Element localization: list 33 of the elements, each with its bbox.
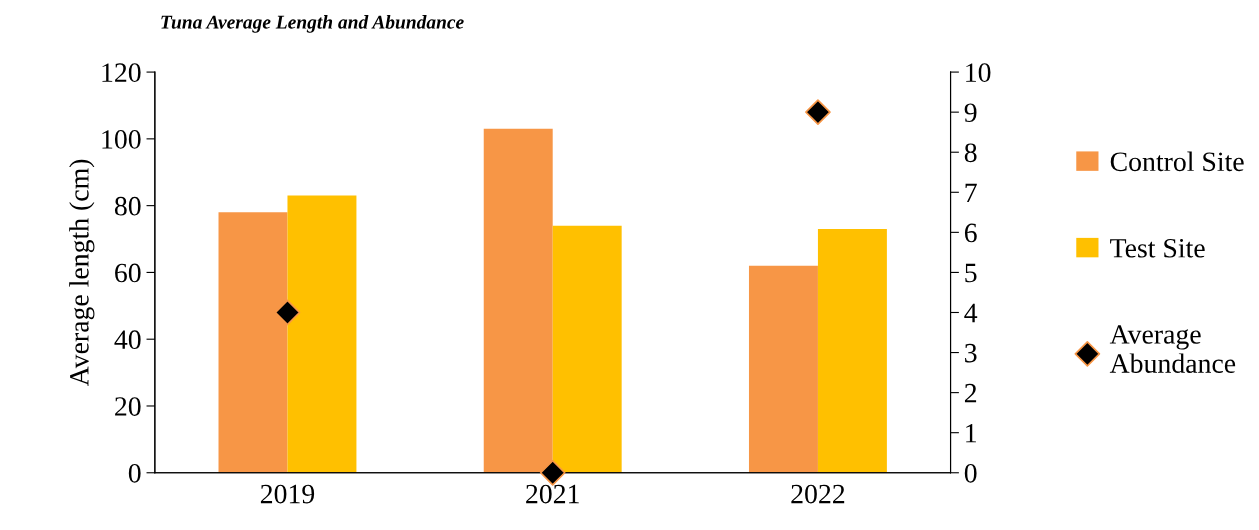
y2-tick-label: 3	[965, 343, 977, 363]
y-axis-title: Average length (cm)	[69, 159, 95, 387]
point	[539, 459, 566, 486]
x-tick-label: 2019	[260, 484, 315, 504]
y2-tick-label: 7	[965, 183, 977, 202]
legend-label: Average Abundance	[1109, 325, 1236, 373]
y-tick-label: 100	[102, 130, 141, 149]
y2-tick-label: 5	[965, 263, 977, 283]
y2-tick-label: 0	[964, 463, 977, 483]
legend-label: Control Site	[1110, 151, 1244, 172]
y2-tick-label: 8	[964, 143, 977, 163]
y-tick-label: 20	[115, 397, 141, 416]
x-tick-label: 2021	[526, 484, 579, 504]
bar	[817, 229, 887, 473]
y2-tick-label: 6	[964, 223, 977, 243]
y2-tick-label: 2	[964, 383, 977, 403]
y2-tick-label: 4	[964, 303, 978, 323]
x-tick-label: 2022	[791, 484, 845, 504]
y-tick-label: 40	[114, 330, 141, 350]
chart-title: Tuna Average Length and Abundance	[161, 15, 464, 33]
y-tick-label: 60	[115, 263, 141, 283]
y2-tick-label: 10	[966, 63, 991, 82]
bar	[748, 265, 818, 473]
y-tick-label: 120	[102, 63, 141, 82]
y-tick-label: 80	[114, 196, 141, 216]
y2-tick-label: 1	[966, 423, 976, 443]
bar	[552, 225, 622, 473]
bar	[287, 195, 357, 473]
y-tick-label: 0	[128, 463, 141, 483]
y2-tick-label: 9	[964, 103, 977, 123]
point	[274, 299, 301, 326]
legend-label: Test Site	[1110, 238, 1205, 258]
point	[805, 99, 831, 126]
